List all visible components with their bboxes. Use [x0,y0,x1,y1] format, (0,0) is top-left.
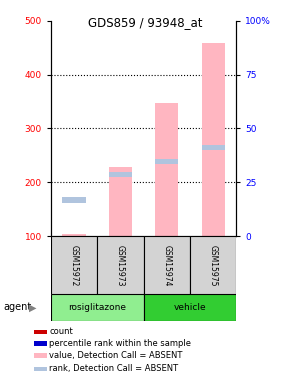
Bar [34,354,47,358]
Text: rank, Detection Call = ABSENT: rank, Detection Call = ABSENT [49,364,178,374]
Text: GSM15973: GSM15973 [116,244,125,286]
Bar [62,234,86,236]
Bar [190,236,236,294]
Bar [202,43,225,236]
Text: agent: agent [3,303,31,312]
Bar [51,294,144,321]
Bar [155,159,178,164]
Text: vehicle: vehicle [174,303,206,312]
Bar [155,103,178,236]
Bar [97,236,144,294]
Text: GSM15975: GSM15975 [209,244,218,286]
Bar [144,236,190,294]
Text: GSM15972: GSM15972 [69,244,79,286]
Bar [51,236,97,294]
Text: GSM15974: GSM15974 [162,244,171,286]
Text: rosiglitazone: rosiglitazone [68,303,126,312]
Text: value, Detection Call = ABSENT: value, Detection Call = ABSENT [49,351,183,360]
Bar [34,367,47,371]
Text: percentile rank within the sample: percentile rank within the sample [49,339,191,348]
Bar [109,167,132,236]
Bar [144,294,236,321]
Bar [34,341,47,346]
Text: GDS859 / 93948_at: GDS859 / 93948_at [88,16,202,29]
Bar [62,197,86,203]
Bar [34,330,47,334]
Bar [109,172,132,177]
Text: ▶: ▶ [29,303,37,312]
Bar [202,145,225,150]
Text: count: count [49,327,73,336]
